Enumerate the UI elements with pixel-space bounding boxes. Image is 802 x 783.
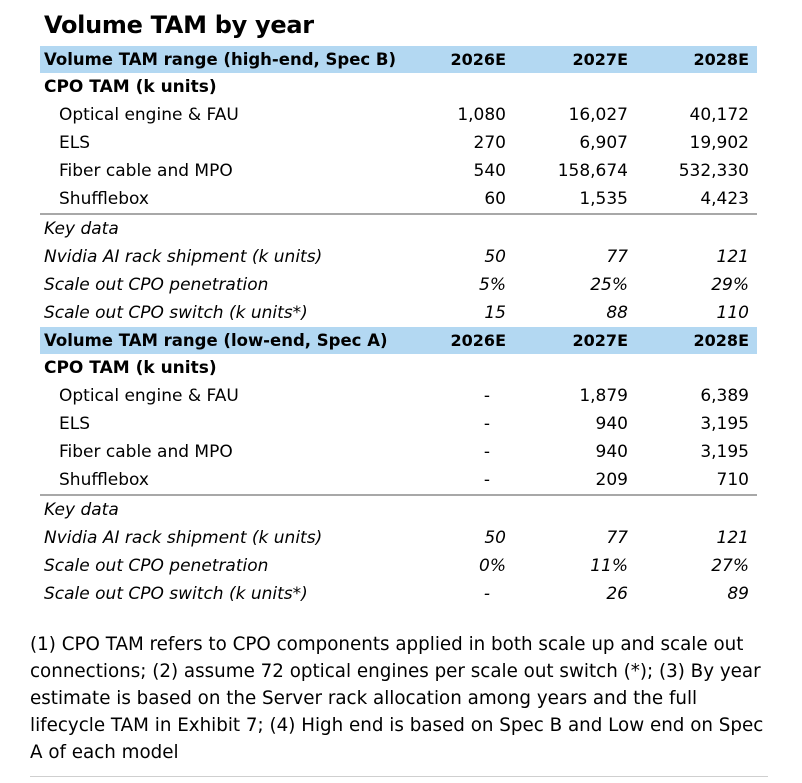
row-label: Shufflebox (59, 189, 149, 209)
group-label-row: CPO TAM (k units) (40, 354, 757, 382)
key-cell-value: 50 (484, 528, 506, 548)
cell-value: 940 (595, 414, 628, 434)
row-label: Optical engine & FAU (59, 386, 239, 406)
key-cell-value: 5% (479, 275, 506, 295)
key-data-item: Nvidia AI rack shipment (k units) 50 77 121 (40, 243, 757, 271)
cell-value: 1,535 (579, 189, 628, 209)
row-label: Shufflebox (59, 470, 149, 490)
table-row: ELS - 940 3,195 (40, 410, 757, 438)
key-data-item: Scale out CPO penetration 5% 25% 29% (40, 271, 757, 299)
table-title: Volume TAM by year (44, 11, 314, 39)
key-cell-value: 121 (716, 247, 749, 267)
key-cell-value: 77 (606, 528, 628, 548)
section-header-label: Volume TAM range (high-end, Spec B) (44, 50, 397, 69)
cell-value: - (483, 386, 490, 406)
key-row-label: Scale out CPO switch (k units*) (44, 303, 308, 323)
key-cell-value: 110 (716, 303, 749, 323)
key-row-label: Nvidia AI rack shipment (k units) (44, 247, 323, 267)
key-cell-value: 11% (590, 556, 628, 576)
cell-value: 60 (484, 189, 506, 209)
tam-table: Volume TAM range (high-end, Spec B) 2026E… (40, 46, 757, 608)
cell-value: 1,080 (457, 105, 506, 125)
column-header: 2027E (572, 50, 628, 69)
cell-value: 1,879 (579, 386, 628, 406)
cell-value: 4,423 (700, 189, 749, 209)
row-label: Fiber cable and MPO (59, 161, 233, 181)
cell-value: 270 (473, 133, 506, 153)
table-row: Shufflebox 60 1,535 4,423 (40, 185, 757, 215)
table-row: Optical engine & FAU 1,080 16,027 40,172 (40, 101, 757, 129)
key-data-item: Scale out CPO switch (k units*) - 26 89 (40, 580, 757, 608)
cell-value: 532,330 (678, 161, 749, 181)
table-row: Optical engine & FAU - 1,879 6,389 (40, 382, 757, 410)
cell-value: - (483, 442, 490, 462)
key-cell-value: 25% (590, 275, 628, 295)
cell-value: 710 (716, 470, 749, 490)
cell-value: 6,907 (579, 133, 628, 153)
key-cell-value: 0% (479, 556, 506, 576)
cell-value: 158,674 (557, 161, 628, 181)
key-cell-value: 89 (727, 584, 749, 604)
cell-value: 3,195 (700, 442, 749, 462)
key-cell-value: - (483, 584, 490, 604)
key-cell-value: 77 (606, 247, 628, 267)
cell-value: - (483, 470, 490, 490)
key-cell-value: 50 (484, 247, 506, 267)
column-header: 2026E (450, 50, 506, 69)
section-header-label: Volume TAM range (low-end, Spec A) (44, 331, 388, 350)
table-row: ELS 270 6,907 19,902 (40, 129, 757, 157)
key-cell-value: 88 (606, 303, 628, 323)
key-data-item: Scale out CPO switch (k units*) 15 88 110 (40, 299, 757, 327)
key-cell-value: 15 (484, 303, 506, 323)
key-data-row: Key data (40, 215, 757, 243)
key-data-label: Key data (44, 500, 119, 520)
footnotes: (1) CPO TAM refers to CPO components app… (30, 634, 764, 763)
column-header: 2027E (572, 331, 628, 350)
key-data-item: Nvidia AI rack shipment (k units) 50 77 121 (40, 524, 757, 552)
row-label: ELS (59, 133, 91, 153)
key-data-row: Key data (40, 496, 757, 524)
table-row: Fiber cable and MPO - 940 3,195 (40, 438, 757, 466)
key-cell-value: 26 (606, 584, 628, 604)
cell-value: 3,195 (700, 414, 749, 434)
key-cell-value: 27% (711, 556, 749, 576)
group-label: CPO TAM (k units) (44, 358, 217, 378)
table-row: Shufflebox - 209 710 (40, 466, 757, 496)
key-row-label: Nvidia AI rack shipment (k units) (44, 528, 323, 548)
cell-value: - (483, 414, 490, 434)
key-cell-value: 121 (716, 528, 749, 548)
column-header: 2028E (693, 50, 749, 69)
group-label-row: CPO TAM (k units) (40, 73, 757, 101)
cell-value: 6,389 (700, 386, 749, 406)
row-label: Optical engine & FAU (59, 105, 239, 125)
column-header: 2026E (450, 331, 506, 350)
cell-value: 16,027 (568, 105, 628, 125)
cell-value: 540 (473, 161, 506, 181)
key-row-label: Scale out CPO penetration (44, 556, 269, 576)
row-label: ELS (59, 414, 91, 434)
key-cell-value: 29% (711, 275, 749, 295)
section-header: Volume TAM range (high-end, Spec B) 2026E… (40, 46, 757, 73)
cell-value: 209 (595, 470, 628, 490)
group-label: CPO TAM (k units) (44, 77, 217, 97)
cell-value: 19,902 (689, 133, 749, 153)
key-row-label: Scale out CPO switch (k units*) (44, 584, 308, 604)
table-row: Fiber cable and MPO 540 158,674 532,330 (40, 157, 757, 185)
row-label: Fiber cable and MPO (59, 442, 233, 462)
key-data-label: Key data (44, 219, 119, 239)
bottom-rule (30, 776, 768, 777)
cell-value: 40,172 (689, 105, 749, 125)
key-data-item: Scale out CPO penetration 0% 11% 27% (40, 552, 757, 580)
column-header: 2028E (693, 331, 749, 350)
cell-value: 940 (595, 442, 628, 462)
section-header: Volume TAM range (low-end, Spec A) 2026E 2… (40, 327, 757, 354)
key-row-label: Scale out CPO penetration (44, 275, 269, 295)
